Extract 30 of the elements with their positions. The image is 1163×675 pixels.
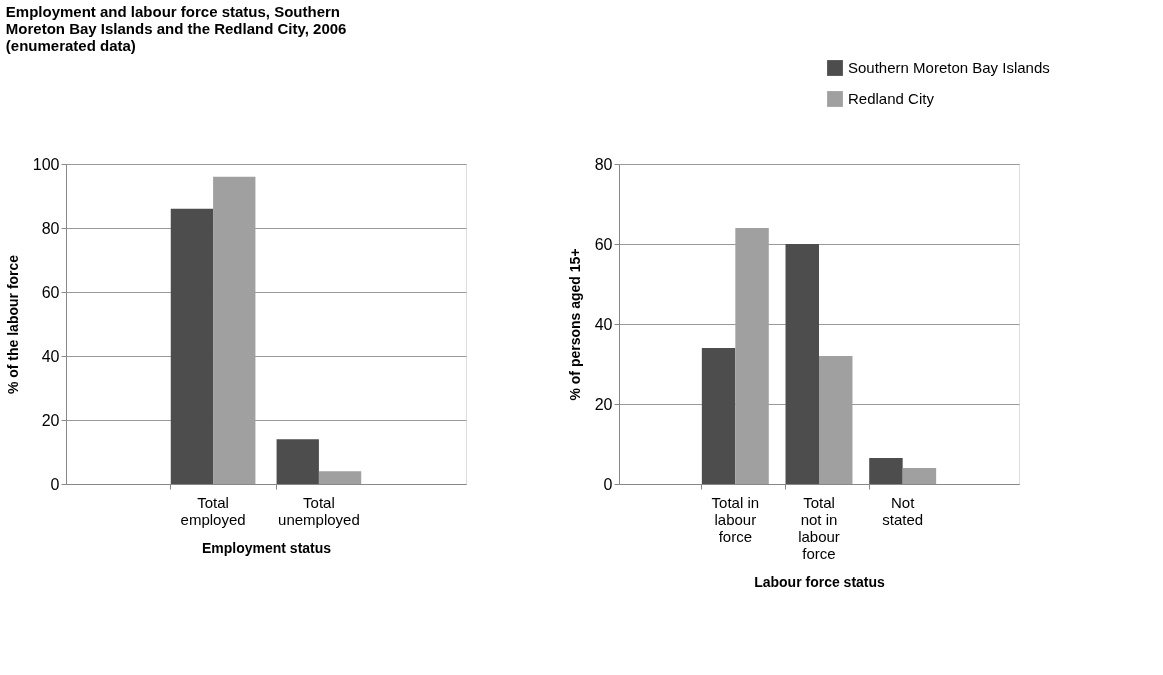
- x-axis-title: Employment status: [201, 539, 332, 556]
- bar: [701, 348, 736, 484]
- y-tick-label: 100: [32, 155, 60, 173]
- bar: [869, 458, 903, 484]
- y-tick-label: 80: [41, 219, 60, 237]
- bar: [318, 471, 362, 484]
- y-tick-label: 40: [594, 315, 613, 333]
- y-tick-label: 80: [594, 155, 613, 173]
- x-tick-label: Total not in labour force: [798, 493, 840, 562]
- x-tick-label: Not stated: [882, 493, 924, 528]
- x-tick-label: Total unemployed: [278, 493, 360, 528]
- y-tick-label: 20: [41, 411, 60, 429]
- bar: [785, 244, 819, 484]
- bar: [276, 439, 319, 484]
- y-tick-label: 20: [594, 395, 613, 413]
- x-tick-label: Total employed: [180, 493, 246, 528]
- y-tick-label: 60: [594, 235, 613, 253]
- y-tick-label: 60: [41, 283, 60, 301]
- x-axis-title: Labour force status: [754, 573, 886, 590]
- y-tick-label: 0: [603, 475, 613, 493]
- y-axis-title: % of persons aged 15+: [566, 248, 583, 401]
- y-tick-label: 0: [50, 475, 60, 493]
- x-tick-label: Total in labour force: [711, 493, 760, 545]
- bar: [170, 208, 214, 484]
- chart-title: Employment and labour force status, Southern Moreton Bay Islands and the Redland City, 2006 (enumerated data): [5, 3, 347, 54]
- bar: [902, 468, 937, 484]
- legend-label: Redland City: [848, 90, 935, 107]
- legend-label: Southern Moreton Bay Islands: [848, 59, 1050, 76]
- y-axis-title: % of the labour force: [4, 254, 21, 395]
- y-tick-label: 40: [41, 347, 60, 365]
